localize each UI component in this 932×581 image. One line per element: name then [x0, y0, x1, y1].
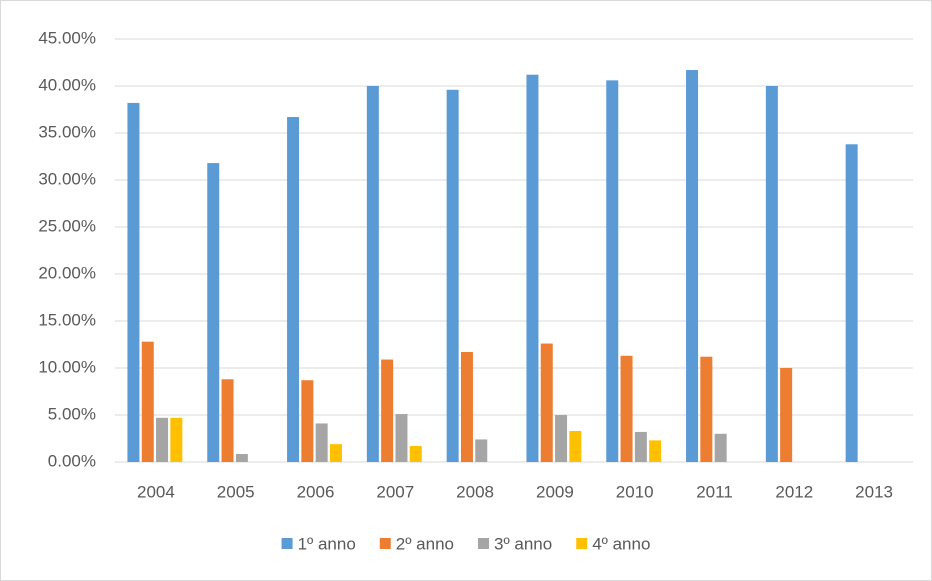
- legend-label: 3º anno: [494, 534, 552, 553]
- bar: [714, 433, 727, 462]
- bar: [555, 415, 568, 462]
- x-tick-label: 2012: [775, 482, 813, 501]
- bar: [156, 417, 169, 462]
- legend-label: 1º anno: [298, 534, 356, 553]
- x-tick-label: 2004: [137, 482, 175, 501]
- bar: [540, 343, 553, 462]
- bar: [460, 352, 473, 462]
- x-tick-label: 2013: [855, 482, 893, 501]
- legend-swatch: [379, 538, 391, 549]
- y-tick-label: 30.00%: [38, 169, 96, 188]
- bar: [127, 102, 140, 463]
- bar: [780, 368, 793, 462]
- bar: [634, 431, 647, 462]
- legend-swatch: [281, 538, 293, 549]
- bar: [765, 86, 778, 462]
- bar: [700, 356, 713, 462]
- bar: [395, 414, 408, 462]
- bar: [141, 341, 154, 462]
- y-tick-label: 25.00%: [38, 216, 96, 235]
- bar: [301, 380, 314, 462]
- legend-swatch: [478, 538, 489, 549]
- bar: [329, 444, 342, 462]
- x-tick-label: 2010: [616, 482, 654, 501]
- y-tick-label: 45.00%: [38, 28, 96, 47]
- legend-label: 4º anno: [592, 534, 650, 553]
- y-tick-label: 20.00%: [38, 263, 96, 282]
- x-tick-label: 2009: [536, 482, 574, 501]
- bar: [409, 446, 422, 462]
- bar: [170, 417, 183, 462]
- x-tick-label: 2008: [456, 482, 494, 501]
- bar: [221, 379, 234, 462]
- bar: [569, 430, 582, 462]
- bar: [686, 70, 699, 463]
- bar: [366, 86, 379, 462]
- x-tick-label: 2011: [696, 482, 733, 501]
- bar: [235, 454, 248, 462]
- bar: [381, 359, 394, 462]
- bar: [475, 439, 488, 462]
- y-tick-label: 5.00%: [48, 404, 96, 423]
- y-tick-label: 40.00%: [38, 75, 96, 94]
- y-tick-label: 10.00%: [38, 357, 96, 376]
- legend-label: 2º anno: [396, 534, 454, 553]
- x-tick-label: 2005: [217, 482, 255, 501]
- bar: [620, 355, 633, 462]
- bar: [315, 423, 328, 462]
- y-tick-label: 0.00%: [48, 451, 96, 470]
- bar: [287, 117, 300, 463]
- bar: [526, 74, 539, 462]
- bar: [207, 163, 220, 462]
- y-tick-label: 15.00%: [38, 310, 96, 329]
- bar: [845, 144, 858, 462]
- x-tick-label: 2006: [297, 482, 335, 501]
- legend-swatch: [576, 538, 588, 549]
- y-tick-label: 35.00%: [38, 122, 96, 141]
- bar: [446, 89, 459, 462]
- bar: [606, 80, 619, 463]
- bar: [649, 440, 662, 462]
- x-tick-label: 2007: [376, 482, 414, 501]
